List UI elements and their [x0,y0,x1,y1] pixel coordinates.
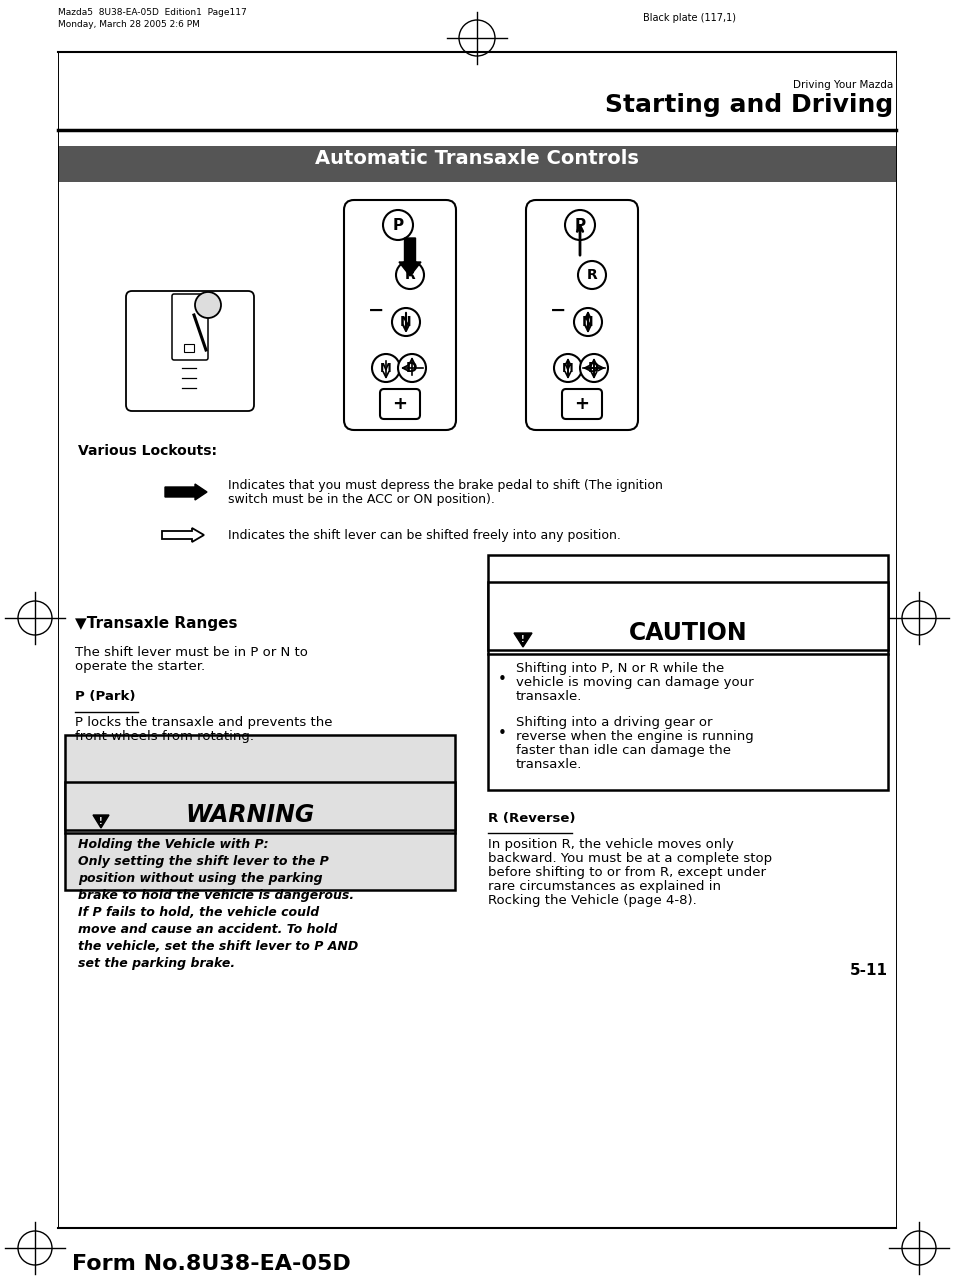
Text: R (Reverse): R (Reverse) [488,812,575,825]
Text: P locks the transaxle and prevents the: P locks the transaxle and prevents the [75,716,333,729]
Text: The shift lever must be in P or N to: The shift lever must be in P or N to [75,646,308,659]
Text: front wheels from rotating.: front wheels from rotating. [75,730,253,743]
Text: position without using the parking: position without using the parking [78,873,322,885]
Text: Shifting into P, N or R while the: Shifting into P, N or R while the [516,662,723,675]
Text: set the parking brake.: set the parking brake. [78,957,234,970]
Text: transaxle.: transaxle. [516,690,581,703]
Text: −: − [549,301,565,320]
Text: +: + [392,394,407,412]
Polygon shape [92,815,109,828]
Circle shape [574,308,601,335]
Text: !: ! [520,635,524,644]
Text: P: P [392,217,403,233]
Text: R: R [404,269,415,281]
Bar [184,344,193,352]
Circle shape [372,353,399,382]
Text: WARNING: WARNING [185,803,314,828]
Text: backward. You must be at a complete stop: backward. You must be at a complete stop [488,852,771,865]
FancyBboxPatch shape [488,555,887,790]
Circle shape [194,292,221,317]
Text: P: P [574,217,585,233]
Text: brake to hold the vehicle is dangerous.: brake to hold the vehicle is dangerous. [78,889,354,902]
FancyBboxPatch shape [65,783,455,830]
Text: rare circumstances as explained in: rare circumstances as explained in [488,880,720,893]
Text: operate the starter.: operate the starter. [75,660,205,673]
Circle shape [564,209,595,240]
Text: P (Park): P (Park) [75,690,135,703]
FancyArrow shape [165,484,207,500]
Text: reverse when the engine is running: reverse when the engine is running [516,730,753,743]
Text: Shifting into a driving gear or: Shifting into a driving gear or [516,716,712,729]
Text: −: − [368,301,384,320]
Text: Various Lockouts:: Various Lockouts: [78,445,216,457]
Text: Automatic Transaxle Controls: Automatic Transaxle Controls [314,149,639,168]
Text: before shifting to or from R, except under: before shifting to or from R, except und… [488,866,765,879]
Text: Monday, March 28 2005 2:6 PM: Monday, March 28 2005 2:6 PM [58,21,200,30]
Circle shape [395,261,423,289]
Text: D: D [588,361,599,375]
Text: Indicates the shift lever can be shifted freely into any position.: Indicates the shift lever can be shifted… [228,528,620,541]
FancyBboxPatch shape [379,389,419,419]
Circle shape [579,353,607,382]
Text: transaxle.: transaxle. [516,758,581,771]
Text: !: ! [99,816,103,825]
Text: In position R, the vehicle moves only: In position R, the vehicle moves only [488,838,733,851]
Text: N: N [399,315,412,329]
Text: ▼Transaxle Ranges: ▼Transaxle Ranges [75,616,237,631]
Text: M: M [561,361,574,374]
Text: Form No.8U38-EA-05D: Form No.8U38-EA-05D [71,1254,351,1273]
Text: R: R [586,269,597,281]
Circle shape [554,353,581,382]
Text: vehicle is moving can damage your: vehicle is moving can damage your [516,676,753,689]
Text: Mazda5  8U38-EA-05D  Edition1  Page117: Mazda5 8U38-EA-05D Edition1 Page117 [58,8,247,17]
Text: Only setting the shift lever to the P: Only setting the shift lever to the P [78,855,329,867]
FancyBboxPatch shape [65,735,455,891]
Text: •: • [497,726,506,741]
Circle shape [392,308,419,335]
Circle shape [382,209,413,240]
FancyArrow shape [162,528,204,542]
Text: Rocking the Vehicle (page 4-8).: Rocking the Vehicle (page 4-8). [488,894,696,907]
Text: Black plate (117,1): Black plate (117,1) [643,13,736,23]
Text: CAUTION: CAUTION [628,621,746,645]
Text: Starting and Driving: Starting and Driving [604,93,892,117]
Polygon shape [514,634,532,648]
Text: D: D [406,361,417,375]
Text: the vehicle, set the shift lever to P AND: the vehicle, set the shift lever to P AN… [78,941,358,953]
Text: If P fails to hold, the vehicle could: If P fails to hold, the vehicle could [78,906,319,919]
Circle shape [578,261,605,289]
Text: M: M [379,361,392,374]
Text: +: + [574,394,589,412]
FancyBboxPatch shape [58,146,895,182]
Circle shape [397,353,426,382]
FancyBboxPatch shape [488,582,887,650]
Text: Indicates that you must depress the brake pedal to shift (The ignition: Indicates that you must depress the brak… [228,479,662,492]
FancyBboxPatch shape [561,389,601,419]
Text: switch must be in the ACC or ON position).: switch must be in the ACC or ON position… [228,493,495,506]
Text: N: N [581,315,593,329]
Text: 5-11: 5-11 [849,962,887,978]
Text: Driving Your Mazda: Driving Your Mazda [792,80,892,90]
Text: Holding the Vehicle with P:: Holding the Vehicle with P: [78,838,269,851]
Text: faster than idle can damage the: faster than idle can damage the [516,744,730,757]
FancyArrow shape [398,238,420,276]
Text: move and cause an accident. To hold: move and cause an accident. To hold [78,923,337,935]
Text: •: • [497,672,506,687]
